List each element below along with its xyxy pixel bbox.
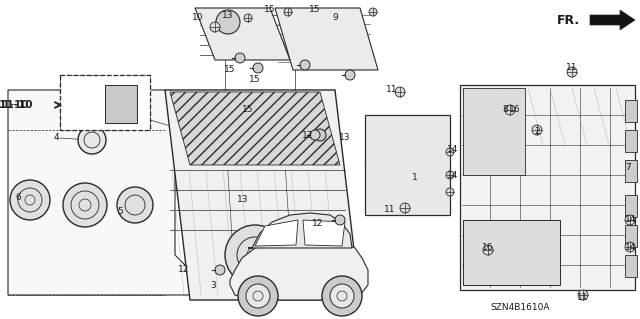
Circle shape <box>446 188 454 196</box>
Text: 6: 6 <box>15 194 21 203</box>
Polygon shape <box>170 92 340 165</box>
Circle shape <box>215 265 225 275</box>
Text: 15: 15 <box>243 106 253 115</box>
Text: 15: 15 <box>264 5 276 14</box>
Circle shape <box>330 284 354 308</box>
Text: 14: 14 <box>625 243 637 253</box>
Circle shape <box>532 125 542 135</box>
Circle shape <box>446 148 454 156</box>
Bar <box>60 75 150 130</box>
Polygon shape <box>365 115 450 215</box>
Circle shape <box>369 8 377 16</box>
Polygon shape <box>75 85 110 122</box>
Bar <box>105 85 137 123</box>
Circle shape <box>395 87 405 97</box>
Text: 16: 16 <box>483 243 493 253</box>
Circle shape <box>314 129 326 141</box>
Text: 1: 1 <box>412 174 418 182</box>
Text: 12: 12 <box>179 265 189 275</box>
Bar <box>625 225 637 247</box>
Text: 2: 2 <box>534 128 540 137</box>
Circle shape <box>345 70 355 80</box>
Text: 13: 13 <box>237 196 249 204</box>
Circle shape <box>300 60 310 70</box>
Polygon shape <box>590 10 635 30</box>
Circle shape <box>244 14 252 22</box>
Text: 4: 4 <box>53 133 59 143</box>
Polygon shape <box>463 220 560 285</box>
Text: 14: 14 <box>625 216 637 225</box>
Text: 11: 11 <box>384 205 396 214</box>
Text: FR.: FR. <box>557 13 580 26</box>
Text: 15: 15 <box>224 65 236 75</box>
Text: 13: 13 <box>339 133 351 143</box>
Circle shape <box>310 130 320 140</box>
Circle shape <box>625 215 635 225</box>
Polygon shape <box>255 220 298 246</box>
Polygon shape <box>8 90 240 295</box>
Circle shape <box>322 276 362 316</box>
Bar <box>625 195 637 217</box>
Text: 9: 9 <box>332 13 338 23</box>
Circle shape <box>10 180 50 220</box>
Circle shape <box>253 63 263 73</box>
Bar <box>625 130 637 152</box>
Text: 8: 8 <box>502 106 508 115</box>
Text: 15: 15 <box>309 5 321 14</box>
Circle shape <box>225 225 285 285</box>
Text: 14: 14 <box>447 145 459 154</box>
Circle shape <box>63 183 107 227</box>
Circle shape <box>117 187 153 223</box>
Circle shape <box>238 276 278 316</box>
Polygon shape <box>230 238 368 300</box>
Text: 11: 11 <box>566 63 578 72</box>
Text: 15: 15 <box>249 76 260 85</box>
Text: 14: 14 <box>447 170 459 180</box>
Circle shape <box>246 284 270 308</box>
Polygon shape <box>165 90 360 300</box>
Circle shape <box>216 10 240 34</box>
Text: 7: 7 <box>625 164 631 173</box>
Bar <box>625 100 637 122</box>
Circle shape <box>505 105 515 115</box>
Text: B-11-10: B-11-10 <box>0 100 32 110</box>
Text: 11: 11 <box>577 293 589 302</box>
Polygon shape <box>275 8 378 70</box>
Text: SZN4B1610A: SZN4B1610A <box>490 303 550 313</box>
Circle shape <box>235 53 245 63</box>
Circle shape <box>446 171 454 179</box>
Circle shape <box>210 22 220 32</box>
Text: B-11-10: B-11-10 <box>0 100 28 110</box>
Circle shape <box>78 126 106 154</box>
Text: 10: 10 <box>192 13 204 23</box>
Text: 5: 5 <box>117 207 123 217</box>
Circle shape <box>578 290 588 300</box>
Polygon shape <box>460 85 635 290</box>
Text: 13: 13 <box>222 11 234 20</box>
Text: 11: 11 <box>387 85 397 93</box>
Circle shape <box>567 67 577 77</box>
Text: 12: 12 <box>312 219 324 227</box>
Text: 12: 12 <box>302 130 314 139</box>
Bar <box>625 160 637 182</box>
Circle shape <box>284 8 292 16</box>
Bar <box>625 255 637 277</box>
Circle shape <box>400 203 410 213</box>
Circle shape <box>335 215 345 225</box>
Polygon shape <box>195 8 290 60</box>
Polygon shape <box>463 88 525 175</box>
Bar <box>60 75 150 130</box>
Text: 16: 16 <box>509 106 521 115</box>
Circle shape <box>483 245 493 255</box>
Circle shape <box>625 242 635 252</box>
Polygon shape <box>248 213 352 248</box>
Text: 3: 3 <box>210 280 216 290</box>
Polygon shape <box>303 220 345 246</box>
